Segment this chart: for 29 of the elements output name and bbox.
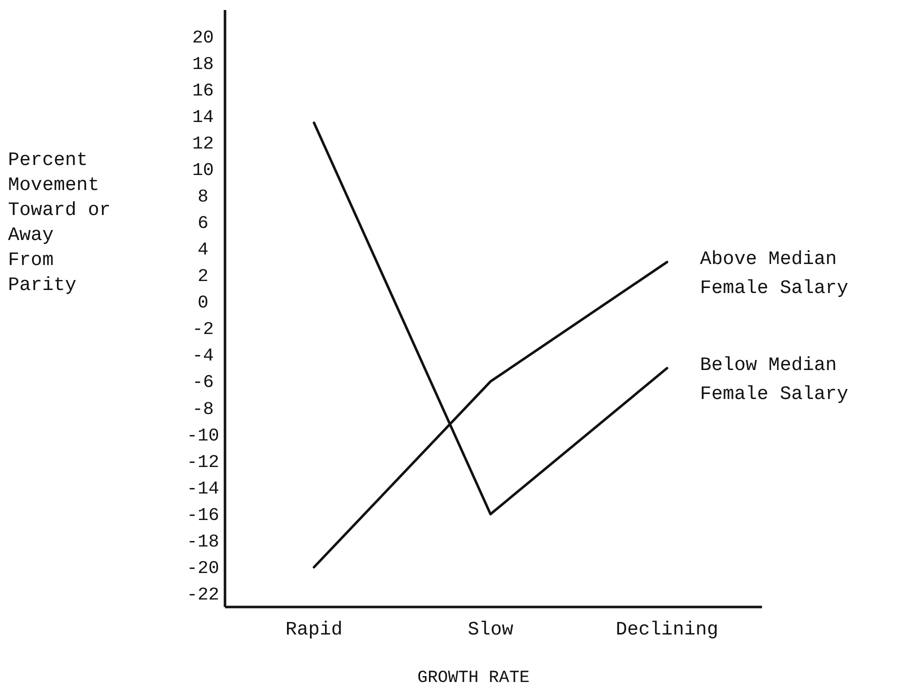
y-tick-label: -14 [186,479,220,500]
y-tick-label: -16 [186,506,220,526]
y-tick-label: 16 [192,81,214,102]
y-axis-title: Percent Movement Toward or Away From Parity [8,149,111,296]
series-label: Below Median Female Salary [700,354,848,406]
x-tick-label: Declining [616,618,718,640]
y-tick-label: 12 [192,134,214,154]
y-tick-label: 14 [192,108,214,128]
y-tick-label: -2 [192,320,214,340]
y-tick-label: -4 [192,346,214,367]
y-tick-label: 10 [192,160,214,181]
y-tick-label: -22 [186,585,220,606]
y-tick-label: 20 [192,28,214,48]
x-tick-label: Slow [468,618,514,640]
y-tick-label: -10 [186,426,220,446]
y-tick-label: -18 [186,532,220,552]
y-tick-label: 0 [198,294,208,314]
y-tick-label: -20 [186,558,220,579]
y-tick-label: 2 [198,267,208,288]
x-axis-title: GROWTH RATE [417,669,530,688]
y-tick-label: 4 [198,240,208,261]
x-tick-label: Rapid [285,618,343,640]
y-tick-label: -8 [192,400,214,420]
series-label: Above Median Female Salary [700,248,848,300]
y-tick-label: 18 [192,54,214,75]
y-tick-label: -12 [186,452,220,473]
y-tick-label: -6 [192,373,214,394]
y-tick-label: 6 [198,214,208,234]
y-tick-label: 8 [198,187,208,208]
